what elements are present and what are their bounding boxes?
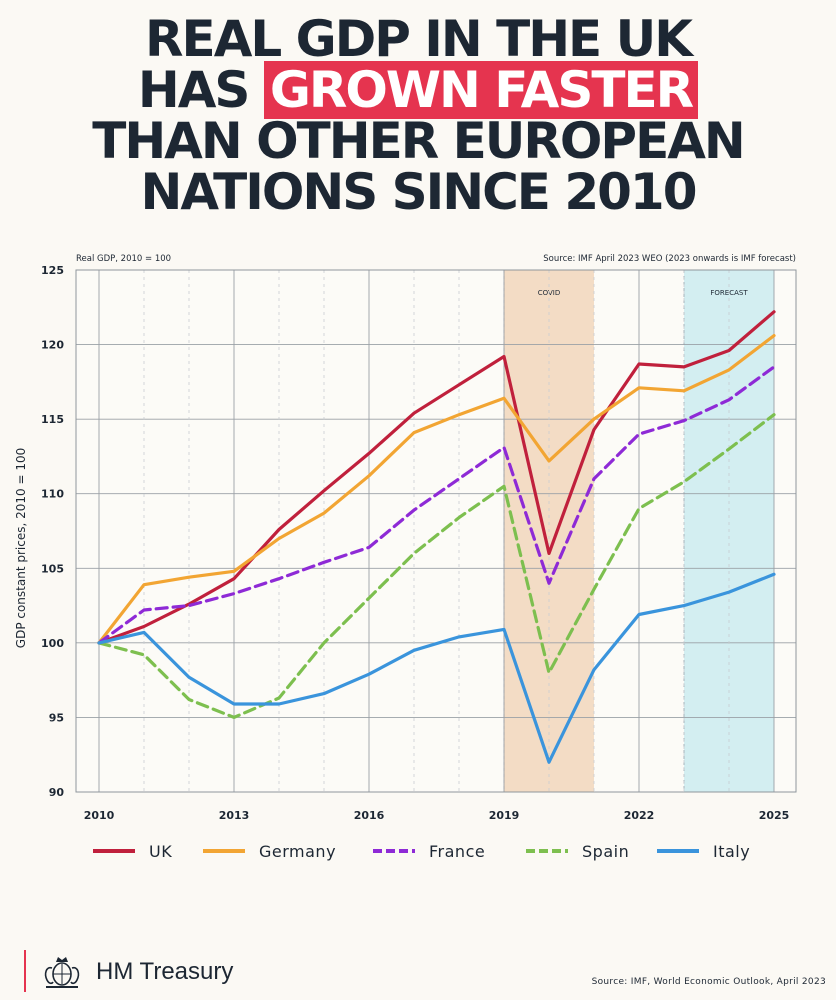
y-tick-label: 105 xyxy=(41,562,64,575)
y-tick-label: 100 xyxy=(41,637,64,650)
series-line-spain xyxy=(97,413,776,720)
y-tick-label: 110 xyxy=(41,488,64,501)
x-tick-label: 2022 xyxy=(624,809,655,822)
legend-label-germany: Germany xyxy=(259,842,336,861)
gdp-line-chart: COVID FORECAST 90 95 100 105 110 115 120 125 2010… xyxy=(14,254,797,861)
y-tick-label: 115 xyxy=(41,413,64,426)
legend-label-uk: UK xyxy=(149,842,172,861)
x-tick-label: 2010 xyxy=(84,809,115,822)
series-line-italy xyxy=(97,572,776,764)
y-axis-label: GDP constant prices, 2010 = 100 xyxy=(14,448,28,648)
footer-source: Source: IMF, World Economic Outlook, Apr… xyxy=(591,977,826,987)
chart-legend: UK Germany France Spain Italy xyxy=(93,842,750,861)
x-tick-label: 2013 xyxy=(219,809,250,822)
plot-background xyxy=(76,270,796,792)
chart-subtitle: Real GDP, 2010 = 100 xyxy=(76,254,171,264)
headline: REAL GDP IN THE UK HAS GROWN FASTER THAN… xyxy=(0,14,836,218)
plot-frame xyxy=(75,269,797,793)
headline-line-1: REAL GDP IN THE UK xyxy=(145,10,693,68)
y-tick-label: 120 xyxy=(41,339,64,352)
x-tick-label: 2025 xyxy=(759,809,790,822)
legend-label-spain: Spain xyxy=(582,842,629,861)
headline-line-4: NATIONS SINCE 2010 xyxy=(140,163,697,221)
y-tick-label: 95 xyxy=(49,711,64,724)
chart-axes: 90 95 100 105 110 115 120 125 2010 2013 2016 2019 20… xyxy=(41,264,797,822)
headline-line-2: HAS GROWN FASTER xyxy=(0,61,836,119)
legend-label-france: France xyxy=(429,842,485,861)
chart-source-note: Source: IMF April 2023 WEO (2023 onwards… xyxy=(543,254,796,264)
series-line-france xyxy=(97,365,776,645)
legend-label-italy: Italy xyxy=(713,842,750,861)
headline-line-2-prefix: HAS xyxy=(137,61,264,119)
headline-line-3: THAN OTHER EUROPEAN xyxy=(92,112,746,170)
headline-highlight: GROWN FASTER xyxy=(263,61,699,119)
series-line-uk xyxy=(97,310,776,645)
series-line-germany xyxy=(97,334,776,645)
series-lines xyxy=(97,310,776,764)
y-tick-label: 125 xyxy=(41,264,64,277)
hm-treasury-brand: HM Treasury xyxy=(96,958,234,985)
x-tick-label: 2019 xyxy=(489,809,520,822)
y-tick-label: 90 xyxy=(49,786,65,799)
royal-crest-icon xyxy=(44,957,80,988)
x-tick-label: 2016 xyxy=(354,809,385,822)
footer-accent-bar xyxy=(24,950,26,992)
shaded-regions: COVID FORECAST xyxy=(76,270,796,792)
